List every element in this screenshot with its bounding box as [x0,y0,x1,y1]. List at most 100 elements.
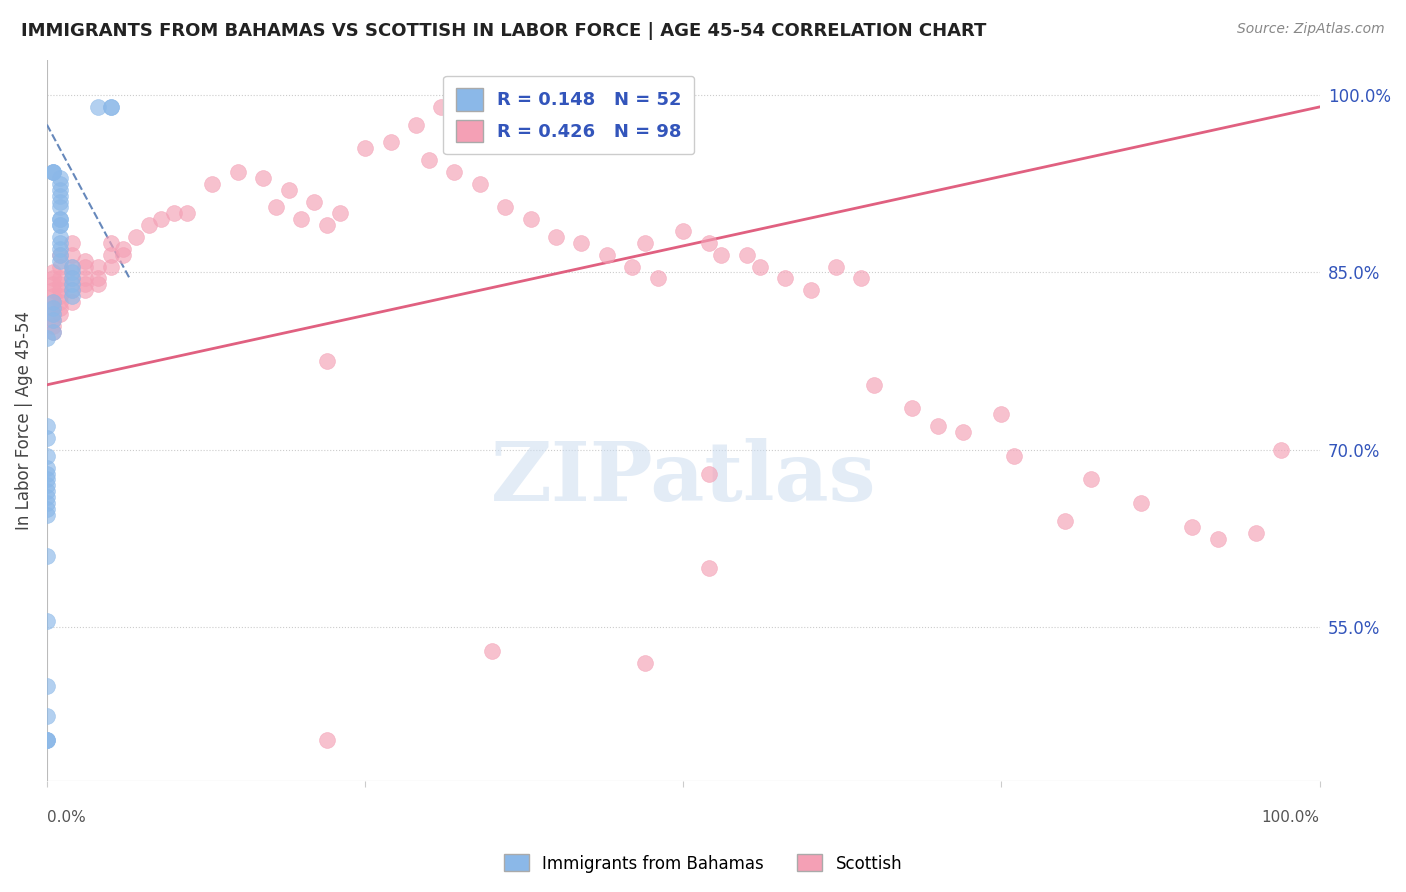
Point [48,277,70,292]
Point [494,201,516,215]
Point [35,680,58,694]
Point [697,235,720,250]
Point [748,260,770,274]
Point [418,153,440,168]
Point [75,277,97,292]
Point [35,460,58,475]
Y-axis label: In Labor Force | Age 45-54: In Labor Force | Age 45-54 [15,310,32,530]
Point [35,615,58,629]
Point [42,318,65,333]
Point [35,478,58,492]
Point [354,141,377,155]
Point [42,271,65,285]
Point [75,260,97,274]
Text: Source: ZipAtlas.com: Source: ZipAtlas.com [1237,22,1385,37]
Point [481,644,503,658]
Point [48,301,70,315]
Point [825,260,848,274]
Point [1181,520,1204,534]
Text: ZIPatlas: ZIPatlas [491,438,876,518]
Point [60,271,83,285]
Point [468,177,491,191]
Point [35,330,58,344]
Point [380,136,402,150]
Point [1080,472,1102,486]
Point [48,218,70,232]
Point [60,260,83,274]
Point [35,431,58,445]
Point [100,260,122,274]
Point [150,212,173,227]
Point [75,253,97,268]
Point [443,165,465,179]
Point [100,100,122,114]
Point [60,277,83,292]
Point [48,235,70,250]
Point [519,212,541,227]
Point [290,212,312,227]
Point [634,235,657,250]
Point [35,472,58,486]
Point [316,354,339,368]
Point [990,408,1012,422]
Point [1270,442,1292,457]
Point [773,271,796,285]
Point [48,248,70,262]
Point [1130,496,1153,510]
Point [35,508,58,522]
Point [42,277,65,292]
Point [42,307,65,321]
Point [863,377,886,392]
Point [735,248,758,262]
Point [48,248,70,262]
Point [697,467,720,481]
Point [60,283,83,297]
Point [456,100,478,114]
Point [571,235,593,250]
Point [35,467,58,481]
Point [75,271,97,285]
Point [544,230,567,244]
Point [48,177,70,191]
Legend: Immigrants from Bahamas, Scottish: Immigrants from Bahamas, Scottish [498,847,908,880]
Point [100,235,122,250]
Point [48,230,70,244]
Point [42,301,65,315]
Point [48,170,70,185]
Point [48,212,70,227]
Point [329,206,352,220]
Point [60,260,83,274]
Point [405,118,427,132]
Point [42,312,65,326]
Point [75,283,97,297]
Point [100,100,122,114]
Point [1206,532,1229,546]
Point [48,295,70,310]
Legend: R = 0.148   N = 52, R = 0.426   N = 98: R = 0.148 N = 52, R = 0.426 N = 98 [443,76,695,154]
Point [100,248,122,262]
Point [647,271,669,285]
Point [302,194,325,209]
Point [48,212,70,227]
Point [42,265,65,279]
Point [1002,449,1025,463]
Point [35,549,58,564]
Point [35,419,58,434]
Point [316,218,339,232]
Point [60,289,83,303]
Point [42,295,65,310]
Point [42,283,65,297]
Point [672,224,695,238]
Point [138,218,160,232]
Point [42,165,65,179]
Point [87,277,110,292]
Point [48,289,70,303]
Point [112,242,135,256]
Point [42,165,65,179]
Point [48,283,70,297]
Point [42,289,65,303]
Point [48,271,70,285]
Point [87,271,110,285]
Point [35,732,58,747]
Point [851,271,873,285]
